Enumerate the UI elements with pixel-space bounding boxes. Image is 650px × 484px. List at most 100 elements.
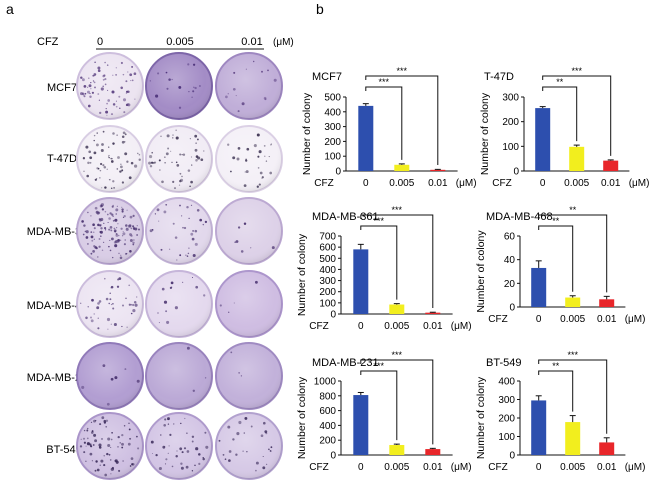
- colony-dot: [134, 303, 138, 307]
- dose-label-2: 0.01: [241, 36, 262, 48]
- colony-dot: [80, 92, 83, 96]
- colony-dot: [178, 85, 182, 89]
- colony-dot: [121, 181, 125, 184]
- colony-dot: [164, 161, 166, 164]
- colony-dot: [192, 389, 195, 392]
- colony-dot: [150, 440, 154, 444]
- colony-dot: [182, 226, 184, 229]
- colony-dot: [132, 226, 135, 229]
- x-tick-label: 0: [536, 462, 542, 473]
- colony-dot: [137, 228, 141, 231]
- significance-label: ***: [567, 350, 578, 360]
- colony-dot: [117, 156, 120, 159]
- colony-dot: [113, 229, 117, 233]
- colony-dot: [84, 230, 87, 233]
- colony-dot: [175, 161, 178, 164]
- colony-dot: [237, 147, 241, 150]
- y-tick-label: 300: [319, 276, 336, 287]
- y-tick-label: 1000: [314, 377, 337, 388]
- colony-dot: [99, 423, 102, 426]
- colony-dot: [173, 423, 175, 425]
- unit-label: (μM): [451, 462, 472, 473]
- colony-dot: [104, 61, 106, 64]
- colony-dot: [129, 465, 132, 467]
- plate-shading: [216, 126, 282, 192]
- colony-dot: [261, 176, 264, 179]
- bar-0: [358, 105, 374, 171]
- plate-shading: [216, 343, 282, 409]
- colony-dot: [91, 460, 94, 462]
- colony-dot: [97, 93, 100, 95]
- colony-dot: [108, 453, 111, 456]
- colony-dot: [134, 98, 136, 100]
- colony-dot: [104, 210, 107, 213]
- colony-dot: [165, 458, 168, 461]
- colony-dot: [128, 176, 132, 180]
- colony-dot: [86, 442, 90, 446]
- bar-0.01: [603, 160, 619, 171]
- colony-dot: [99, 169, 102, 172]
- colony-dot: [118, 95, 121, 98]
- colony-dot: [269, 171, 273, 175]
- unit-label-a: (μM): [273, 37, 294, 48]
- colony-dot: [167, 147, 170, 150]
- colony-dot: [97, 256, 99, 258]
- colony-dot: [250, 247, 252, 249]
- colony-dot: [238, 420, 242, 425]
- significance-bracket: [360, 225, 398, 300]
- colony-dot: [187, 63, 190, 66]
- plate-1-1: [145, 125, 213, 193]
- colony-dot: [168, 445, 170, 447]
- colony-dot: [101, 249, 104, 251]
- significance-bracket: [365, 75, 439, 165]
- colony-dot: [168, 248, 171, 250]
- unit-label: (μM): [625, 462, 646, 473]
- x-tick-label: 0.01: [423, 321, 443, 332]
- colony-dot: [192, 90, 195, 93]
- colony-dot: [263, 421, 266, 425]
- colony-dot: [236, 157, 240, 161]
- colony-dot: [130, 303, 133, 306]
- bar-0.01: [599, 442, 615, 455]
- colony-dot: [268, 156, 270, 158]
- colony-dot: [131, 79, 134, 82]
- colony-dot: [134, 227, 138, 231]
- x-tick-label: 0.005: [384, 321, 409, 332]
- y-tick-label: 0: [513, 167, 519, 178]
- colony-dot: [170, 286, 173, 288]
- colony-dot: [179, 447, 183, 451]
- colony-dot: [87, 90, 90, 94]
- colony-dot: [179, 153, 182, 156]
- colony-dot: [117, 446, 119, 448]
- colony-dot: [92, 250, 95, 253]
- colony-dot: [168, 78, 171, 81]
- colony-dot: [84, 92, 87, 95]
- y-tick-label: 400: [324, 107, 341, 118]
- colony-dot: [233, 71, 236, 74]
- colony-dot: [262, 466, 266, 470]
- colony-dot: [202, 457, 204, 459]
- bar-0: [535, 108, 551, 171]
- colony-dot: [115, 213, 117, 215]
- colony-dot: [263, 145, 266, 147]
- colony-dot: [264, 155, 266, 157]
- colony-dot: [106, 102, 108, 105]
- colony-dot: [258, 183, 261, 186]
- colony-dot: [123, 424, 126, 427]
- y-axis-label: Number of colony: [296, 376, 308, 459]
- colony-dot: [250, 425, 253, 428]
- plate-shading: [77, 126, 143, 192]
- colony-dot: [95, 419, 97, 422]
- bar-0.005: [565, 297, 581, 307]
- y-axis-label: Number of colony: [296, 233, 308, 316]
- colony-dot: [110, 187, 113, 189]
- colony-dot: [83, 451, 86, 454]
- colony-dot: [174, 306, 178, 310]
- colony-dot: [218, 439, 221, 442]
- colony-dot: [86, 242, 89, 245]
- colony-dot: [198, 453, 201, 456]
- colony-dot: [82, 157, 86, 160]
- colony-dot: [191, 440, 194, 443]
- colony-dot: [158, 466, 162, 471]
